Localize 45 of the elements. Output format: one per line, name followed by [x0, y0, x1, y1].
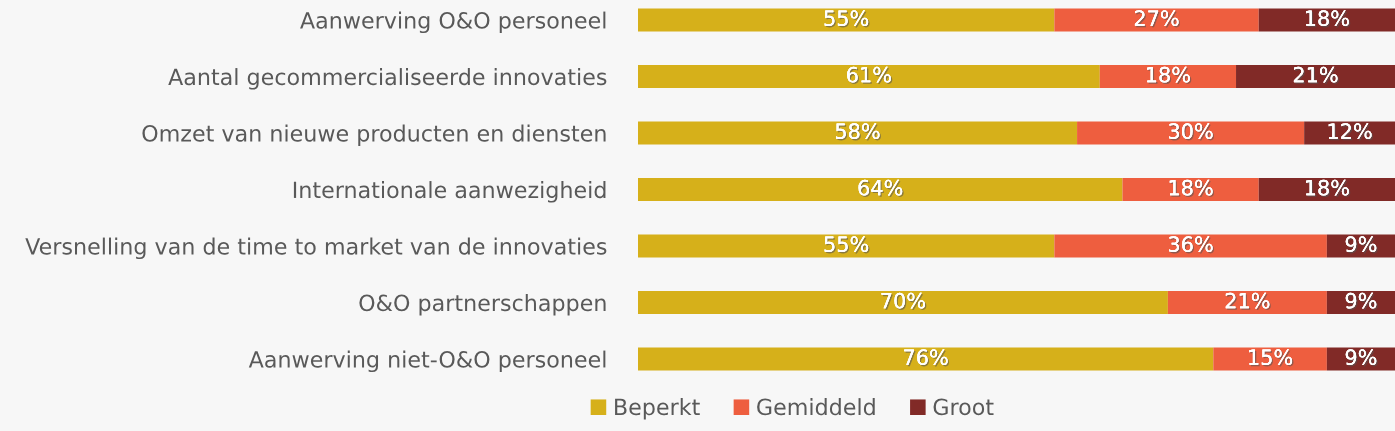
data-label: 9%: [1345, 236, 1378, 254]
bar: [1213, 347, 1327, 371]
bar: [1054, 8, 1259, 32]
data-label: 12%: [1328, 123, 1373, 141]
bar: [638, 8, 1055, 32]
bar: [1054, 234, 1327, 258]
data-label: 18%: [1169, 179, 1214, 197]
bar: [1258, 8, 1395, 32]
bar: [638, 177, 1123, 202]
data-label: 18%: [1306, 10, 1351, 28]
bar: [638, 290, 1168, 315]
data-label: 55%: [824, 236, 870, 254]
data-label: 9%: [1345, 349, 1378, 367]
data-label: 76%: [904, 349, 950, 367]
bar: [1077, 121, 1305, 145]
data-label: 21%: [1293, 66, 1339, 84]
y-tick-label: Omzet van nieuwe producten en diensten: [142, 124, 606, 147]
data-label: 61%: [847, 66, 893, 84]
y-tick-label: Versnelling van de time to market van de innovaties: [25, 237, 607, 260]
data-label: 18%: [1306, 179, 1351, 197]
data-label: 27%: [1134, 10, 1180, 28]
y-tick-label: Aanwerving O&O personeel: [300, 11, 606, 34]
data-label: 36%: [1169, 236, 1214, 254]
y-tick-label: Aanwerving niet-O&O personeel: [248, 350, 606, 373]
legend-label: Gemiddeld: [757, 398, 875, 416]
y-tick-label: O&O partnerschappen: [359, 294, 606, 316]
data-label: 58%: [835, 123, 881, 141]
data-label: 30%: [1169, 123, 1214, 141]
y-tick-label: Aantal gecommercialiseerde innovaties: [168, 68, 607, 90]
bar: [638, 64, 1100, 89]
legend-label: Beperkt: [615, 398, 700, 420]
data-label: 64%: [858, 179, 904, 197]
legend-label: Groot: [933, 398, 994, 416]
bar: [638, 121, 1078, 145]
data-label: 9%: [1345, 292, 1378, 310]
bar: [1167, 290, 1327, 315]
data-label: 18%: [1147, 66, 1192, 84]
data-label: 15%: [1249, 349, 1294, 367]
bar: [638, 347, 1214, 371]
data-label: 70%: [881, 292, 927, 310]
y-tick-label: Internationale aanwezigheid: [293, 181, 606, 203]
data-label: 21%: [1225, 292, 1271, 310]
bar: [638, 234, 1055, 258]
bar: [1236, 64, 1395, 89]
data-label: 55%: [824, 10, 870, 28]
